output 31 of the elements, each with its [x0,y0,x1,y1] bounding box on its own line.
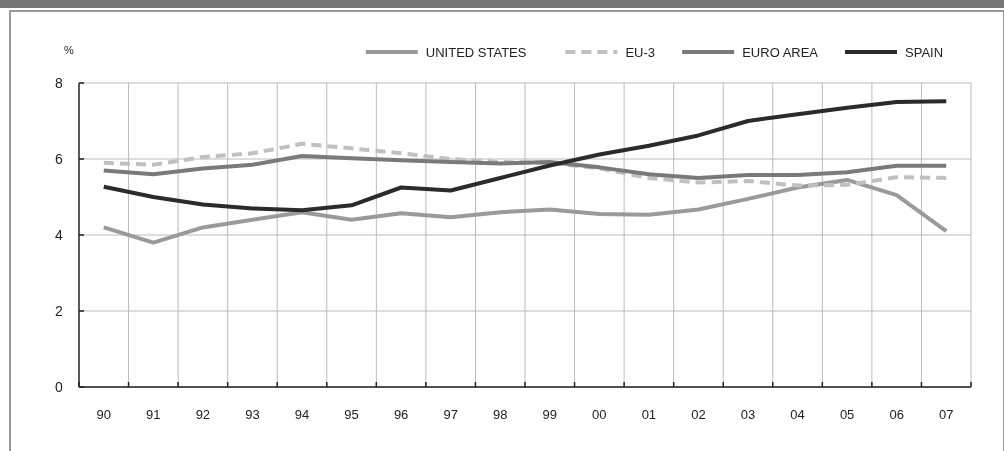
x-tick-label: 98 [492,407,508,422]
x-tick-label: 00 [592,407,607,422]
x-tick-label: 93 [245,407,260,422]
legend-label: SPAIN [905,44,944,60]
x-tick-label: 01 [641,407,657,422]
y-tick-label: 8 [55,74,64,91]
x-tick-label: 90 [96,407,112,422]
x-tick-label: 03 [740,407,756,422]
x-tick-label: 07 [938,407,954,422]
x-tick-label: 05 [839,407,855,422]
line-series [101,153,949,180]
x-tick-label: 91 [146,407,161,422]
x-tick-label: 97 [443,407,458,422]
y-axis-title: % [64,44,75,56]
y-tick-label: 6 [55,150,64,167]
x-tick-label: 92 [195,407,211,422]
x-tick-label: 02 [691,407,706,422]
x-tick-label: 06 [889,407,904,422]
legend-label: UNITED STATES [425,44,527,60]
y-tick-label: 0 [55,378,64,395]
x-tick-label: 94 [294,407,310,422]
line-series [101,177,949,245]
x-tick-label: 99 [542,407,558,422]
y-tick-label: 4 [55,226,64,243]
line-series [101,99,949,213]
x-tick-label: 96 [393,407,409,422]
y-tick-label: 2 [55,302,64,319]
legend-label: EURO AREA [742,44,819,60]
legend-label: EU-3 [625,44,656,60]
x-tick-label: 95 [344,407,359,422]
x-tick-label: 04 [790,407,805,422]
